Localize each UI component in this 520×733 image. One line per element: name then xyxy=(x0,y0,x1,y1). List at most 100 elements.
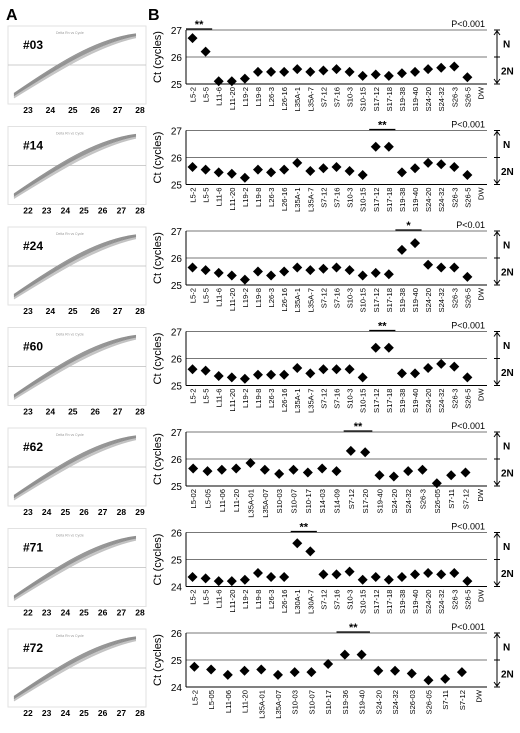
data-point xyxy=(423,568,434,578)
thumbnail-tick-label: 26 xyxy=(90,407,100,417)
thumbnail-tick-label: 22 xyxy=(23,708,33,718)
data-point xyxy=(213,576,224,587)
bracket-arrow-icon xyxy=(493,231,501,237)
data-point xyxy=(187,572,198,583)
data-point xyxy=(396,368,407,379)
y-axis-label: Ct (cycles) xyxy=(152,433,164,485)
amplification-curve xyxy=(13,536,137,598)
data-point xyxy=(213,267,224,278)
amplification-curve xyxy=(13,338,137,400)
category-label: S7-12 xyxy=(458,690,467,710)
category-label: DW xyxy=(475,689,484,702)
category-label: S7-12 xyxy=(319,389,328,409)
category-label: S10-03 xyxy=(275,489,284,514)
category-label: S19-40 xyxy=(411,389,420,414)
category-label: S7-12 xyxy=(319,590,328,610)
data-point xyxy=(226,270,237,281)
thumbnail-tick-label: 24 xyxy=(42,507,52,517)
data-point xyxy=(226,576,237,587)
p-value: P<0.001 xyxy=(451,321,485,331)
category-label: S17-18 xyxy=(385,590,394,615)
data-point xyxy=(239,274,250,285)
data-point xyxy=(417,464,428,475)
data-point xyxy=(202,466,213,477)
data-point xyxy=(252,568,263,578)
thumbnail-caption: Delta Rn vs Cycle xyxy=(56,31,84,35)
data-point xyxy=(331,64,342,75)
significance-mark: ** xyxy=(349,622,358,634)
thumbnail-tick-label: 28 xyxy=(135,105,145,115)
category-label: S7-16 xyxy=(333,288,342,308)
category-label: S26-5 xyxy=(463,87,472,107)
amplification-curve xyxy=(13,539,137,601)
amplification-curve xyxy=(13,636,137,698)
thumbnail-tick-label: 25 xyxy=(68,306,78,316)
data-point xyxy=(436,159,447,170)
data-point xyxy=(462,372,473,383)
ct-chart: 25 26 27 Ct (cycles) P<0.001 ** L5-2 L5-5 L11-6 L… xyxy=(152,19,514,112)
y-tick-label: 26 xyxy=(171,254,183,265)
amplification-curve xyxy=(13,335,137,397)
data-point xyxy=(216,464,227,475)
amplification-curve xyxy=(13,35,137,97)
amplification-curve xyxy=(13,136,137,197)
data-point xyxy=(206,664,217,675)
amplification-curve xyxy=(13,136,137,198)
data-point xyxy=(339,649,350,660)
data-point xyxy=(259,464,270,475)
amplification-thumbnail: Delta Rn vs Cycle #71 22 23 24 25 26 27 28 xyxy=(7,528,147,618)
data-point xyxy=(370,267,381,278)
y-tick-label: 27 xyxy=(171,127,183,138)
data-point xyxy=(383,269,394,280)
amplification-curve xyxy=(13,437,137,498)
ct-chart: 25 26 27 Ct (cycles) P<0.001 ** L5-2 L5-5 L11-6 L… xyxy=(152,321,514,414)
ct-chart: 24 25 26 Ct (cycles) P<0.001 ** L5-2 L5-05 L11-0… xyxy=(152,622,514,719)
data-point xyxy=(305,368,316,379)
data-point xyxy=(305,166,316,176)
copy-label-2n: 2N xyxy=(501,469,514,480)
category-label: L35A-07 xyxy=(261,489,270,518)
category-label: S10-03 xyxy=(291,690,300,715)
category-label: S7-12 xyxy=(319,288,328,308)
data-point xyxy=(292,262,303,273)
data-point xyxy=(245,458,256,469)
category-label: S24-32 xyxy=(391,690,400,715)
data-point xyxy=(187,33,198,44)
category-label: L5-05 xyxy=(207,690,216,709)
data-point xyxy=(373,665,384,676)
category-label: DW xyxy=(476,86,485,99)
data-point xyxy=(279,66,290,77)
y-axis-label: Ct (cycles) xyxy=(152,634,164,686)
category-label: S10-3 xyxy=(346,188,355,208)
bracket-arrow-icon xyxy=(493,30,501,36)
thumbnail-tick-label: 27 xyxy=(113,105,123,115)
data-point xyxy=(331,364,342,375)
category-label: S7-11 xyxy=(441,690,450,710)
copy-label-n: N xyxy=(503,140,510,151)
category-label: L19-2 xyxy=(241,389,250,408)
data-point xyxy=(213,76,224,87)
ct-charts-column: 25 26 27 Ct (cycles) P<0.001 ** L5-2 L5-5 L11-6 L… xyxy=(152,19,514,719)
category-label: S7-16 xyxy=(333,188,342,208)
category-label: S7-12 xyxy=(319,188,328,208)
thumbnail-tick-label: 25 xyxy=(61,507,71,517)
y-tick-label: 26 xyxy=(171,629,183,640)
data-point xyxy=(318,364,329,375)
amplification-curve xyxy=(13,35,137,96)
category-label: S26-5 xyxy=(463,288,472,308)
amplification-curve xyxy=(13,636,137,697)
data-point xyxy=(344,566,355,577)
data-point xyxy=(318,263,329,274)
category-label: L26-3 xyxy=(267,389,276,408)
y-tick-label: 25 xyxy=(171,482,183,493)
category-label: S19-38 xyxy=(398,590,407,615)
thumbnail-tick-label: 24 xyxy=(61,206,71,216)
sample-id: #71 xyxy=(23,541,43,555)
thumbnail-tick-label: 26 xyxy=(98,206,108,216)
data-point xyxy=(272,669,283,680)
data-point xyxy=(383,574,394,585)
category-label: S19-40 xyxy=(376,489,385,514)
copy-label-n: N xyxy=(503,643,510,654)
category-label: L5-2 xyxy=(189,188,198,203)
data-point xyxy=(279,572,290,583)
